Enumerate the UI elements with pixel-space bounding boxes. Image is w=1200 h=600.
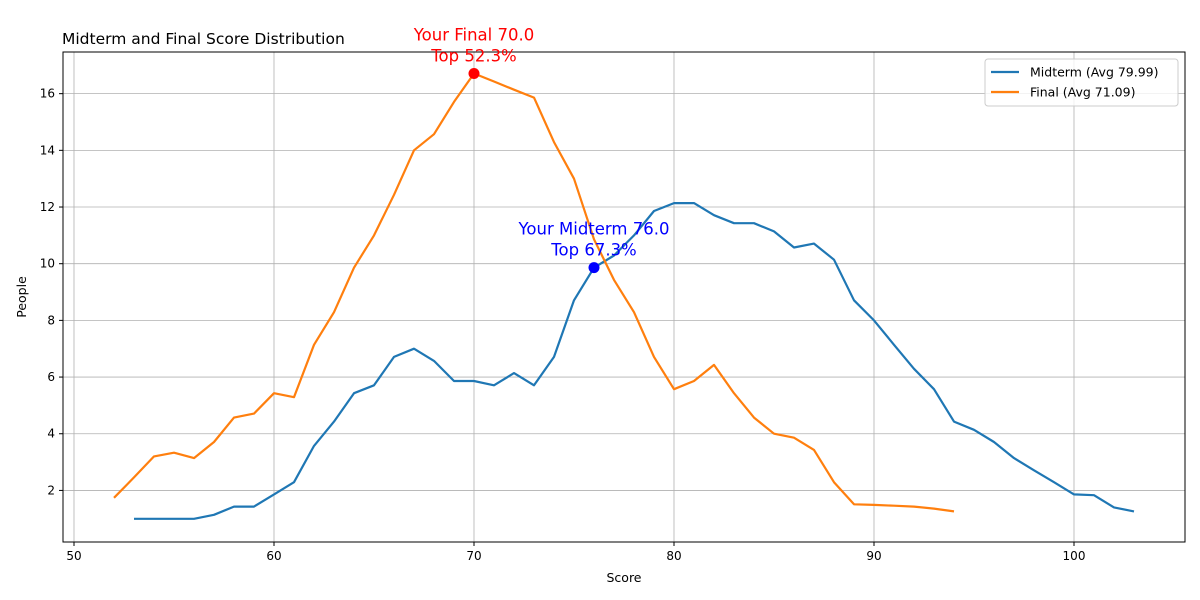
series-lines [113, 72, 1135, 520]
axis-ticks: 50 60 70 80 90 100 2 4 6 8 10 12 14 16 [40, 87, 1086, 563]
x-tick-label: 90 [866, 549, 881, 563]
y-tick-label: 6 [47, 370, 55, 384]
y-tick-label: 12 [40, 200, 55, 214]
series-line-final [113, 72, 955, 513]
y-tick-label: 8 [47, 313, 55, 327]
x-tick-label: 100 [1063, 549, 1086, 563]
annotation-line: Your Midterm 76.0 [518, 220, 670, 239]
x-tick-label: 60 [266, 549, 281, 563]
series-line-midterm [134, 202, 1135, 520]
x-tick-label: 80 [666, 549, 681, 563]
y-tick-label: 14 [40, 143, 55, 157]
legend-box [984, 58, 1179, 107]
y-tick-label: 16 [40, 87, 55, 101]
y-tick-label: 2 [47, 483, 55, 497]
annotation-line: Your Final 70.0 [413, 26, 534, 45]
y-axis-label: People [14, 276, 29, 318]
legend: Midterm (Avg 79.99) Final (Avg 71.09) [984, 58, 1179, 107]
legend-label: Final (Avg 71.09) [1030, 85, 1135, 100]
highlight-markers [468, 68, 600, 274]
x-tick-label: 70 [466, 549, 481, 563]
annotation-line: Top 67.3% [550, 241, 637, 260]
annotation-line: Top 52.3% [430, 47, 517, 66]
axes-frame [62, 51, 1186, 543]
y-tick-label: 10 [40, 257, 55, 271]
legend-label: Midterm (Avg 79.99) [1030, 65, 1159, 80]
highlight-marker [468, 68, 480, 80]
y-tick-label: 4 [47, 427, 55, 441]
x-axis-label: Score [606, 570, 641, 585]
highlight-marker [588, 262, 600, 274]
x-tick-label: 50 [66, 549, 81, 563]
annotations: Your Final 70.0 Top 52.3% Your Midterm 76.… [413, 26, 670, 260]
chart-title: Midterm and Final Score Distribution [62, 30, 345, 48]
